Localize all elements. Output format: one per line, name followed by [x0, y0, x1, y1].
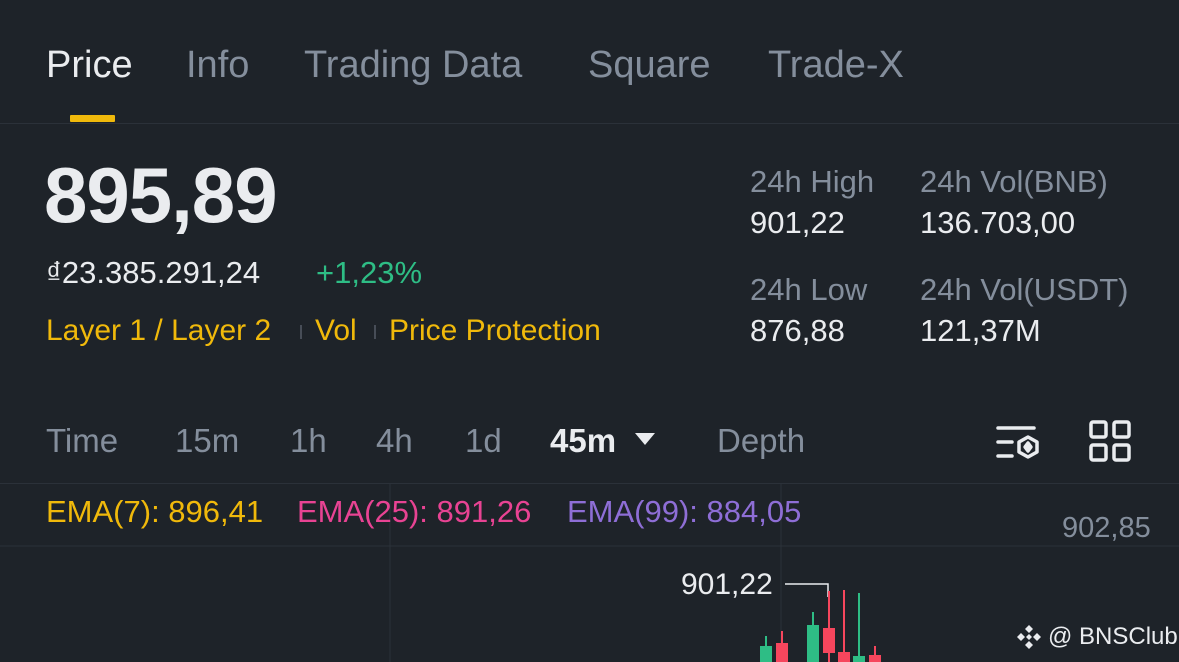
chevron-down-icon[interactable]: [635, 433, 655, 445]
interval-4h[interactable]: 4h: [376, 422, 413, 459]
tag-layer1-layer2[interactable]: Layer 1 / Layer 2: [46, 314, 272, 347]
stat-24h-vol-base-label: 24h Vol(BNB): [920, 164, 1108, 199]
fiat-price: ₫23.385.291,24: [46, 255, 261, 290]
interval-1h[interactable]: 1h: [290, 422, 327, 459]
candle-up: [853, 656, 865, 662]
tab-trade-x[interactable]: Trade-X: [768, 44, 904, 86]
candle-down: [776, 643, 788, 662]
stat-24h-high-value: 901,22: [750, 205, 845, 240]
high-price-marker-label: 901,22: [681, 568, 773, 601]
indicator-settings-icon-svg: [996, 426, 1039, 459]
interval-selected-45m[interactable]: 45m: [550, 422, 617, 459]
stat-24h-vol-quote-value: 121,37M: [920, 313, 1041, 348]
stat-24h-high-label: 24h High: [750, 164, 875, 199]
candle-up: [807, 625, 819, 662]
candle-down: [869, 655, 881, 662]
active-tab-indicator: [70, 115, 115, 122]
tag-divider: [374, 325, 376, 339]
candle-down: [823, 628, 835, 653]
ema25-readout: EMA(25): 891,26: [297, 494, 532, 529]
grid-layout-icon[interactable]: [1087, 418, 1135, 466]
kline-chart[interactable]: [0, 483, 1179, 662]
last-price: 895,89: [44, 151, 278, 239]
interval-15m[interactable]: 15m: [175, 422, 240, 459]
interval-bar: Time 15m 1h 4h 1d 45m Depth: [0, 405, 1179, 484]
tag-price-protection[interactable]: Price Protection: [389, 314, 601, 347]
ema99-readout: EMA(99): 884,05: [567, 494, 802, 529]
candle-up: [760, 646, 772, 662]
tag-divider: [300, 325, 302, 339]
tab-info[interactable]: Info: [186, 44, 250, 86]
top-tab-bar: Price Info Trading Data Square Trade-X: [0, 0, 1179, 124]
ema7-readout: EMA(7): 896,41: [46, 494, 264, 529]
interval-depth[interactable]: Depth: [717, 422, 806, 459]
indicator-settings-icon[interactable]: [994, 418, 1042, 466]
watermark: @ BNSClub: [1014, 622, 1178, 652]
candles: [760, 590, 881, 662]
grid-layout-icon-svg: [1089, 420, 1131, 462]
tab-trading-data[interactable]: Trading Data: [304, 44, 523, 86]
stat-24h-low-value: 876,88: [750, 313, 845, 348]
watermark-text: @ BNSClub: [1048, 623, 1178, 650]
candle-down: [838, 652, 850, 662]
tab-price[interactable]: Price: [46, 44, 133, 86]
interval-1d[interactable]: 1d: [465, 422, 502, 459]
stat-24h-vol-quote-label: 24h Vol(USDT): [920, 272, 1129, 307]
stat-24h-vol-base-value: 136.703,00: [920, 205, 1076, 240]
price-change-percent: +1,23%: [316, 255, 423, 290]
high-marker-line: [785, 583, 829, 597]
tab-square[interactable]: Square: [588, 44, 711, 86]
binance-logo-icon: [1017, 625, 1041, 649]
interval-time[interactable]: Time: [46, 422, 119, 459]
price-axis-top-label: 902,85: [1062, 512, 1151, 544]
tag-vol[interactable]: Vol: [315, 314, 357, 347]
stat-24h-low-label: 24h Low: [750, 272, 868, 307]
